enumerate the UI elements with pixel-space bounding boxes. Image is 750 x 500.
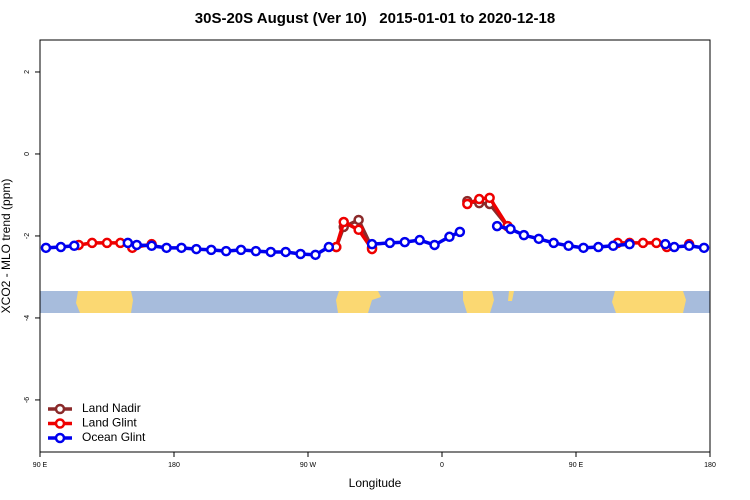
land-blob [612,291,686,313]
ocean-band [40,291,710,313]
point [462,198,473,210]
point [122,237,134,249]
x-tick-label: 90 W [300,462,317,469]
legend-swatch [54,432,66,444]
point [454,226,466,238]
point [280,246,291,258]
point [366,238,378,250]
point [473,193,485,205]
y-tick-label: -6 [24,397,31,403]
x-tick-label: 180 [704,462,716,469]
x-tick-label: 180 [168,462,180,469]
land-mask [40,291,710,313]
point [191,243,202,255]
chart-title: 30S-20S August (Ver 10) 2015-01-01 to 20… [195,10,555,27]
x-tick-label: 90 E [569,462,584,469]
point [578,242,589,254]
point [484,192,495,204]
point [607,240,619,252]
y-axis-label: XCO2 - MLO trend (ppm) [0,179,13,314]
point [444,231,455,243]
point [250,245,262,257]
y-tick-label: 2 [24,70,31,74]
x-axis-label: Longitude [349,476,402,490]
point [353,224,364,236]
y-tick-label: -2 [24,233,31,239]
point [491,220,503,232]
land-blob [336,291,381,313]
y-tick-label: 0 [24,152,31,156]
legend-label: Land Nadir [82,401,141,415]
point [533,233,545,245]
point [131,239,143,251]
point [310,249,321,261]
point [651,237,662,249]
point [205,244,217,256]
point [176,242,187,254]
point [563,240,574,252]
point [505,223,516,235]
point [55,241,67,253]
legend-label: Ocean Glint [82,430,146,444]
point [68,240,80,252]
point [220,245,232,257]
point [669,241,680,253]
point [295,248,306,260]
series-line [79,198,689,249]
point [548,237,559,249]
x-tick-label: 90 E [33,462,48,469]
point [414,234,425,246]
land-blob [76,291,133,313]
y-tick-label: -4 [24,315,31,321]
point [518,229,530,241]
legend-swatch [54,403,66,415]
point [637,237,649,249]
x-tick-label: 0 [440,462,444,469]
point [235,244,247,256]
point [161,242,172,254]
point [86,237,98,249]
legend-swatch [54,418,66,429]
point [384,237,396,249]
point [429,239,440,251]
point [698,242,710,254]
point [146,240,157,252]
point [399,236,411,248]
legend-label: Land Glint [82,416,137,430]
point [683,240,695,252]
point [40,242,52,254]
point [265,246,277,258]
land-blob [463,291,494,313]
point [323,241,335,253]
point [593,241,604,253]
point [101,237,113,249]
point [338,216,349,228]
point [353,214,364,226]
plot-frame [39,39,711,453]
point [624,238,635,250]
point [660,238,671,250]
land-blob [508,291,514,301]
